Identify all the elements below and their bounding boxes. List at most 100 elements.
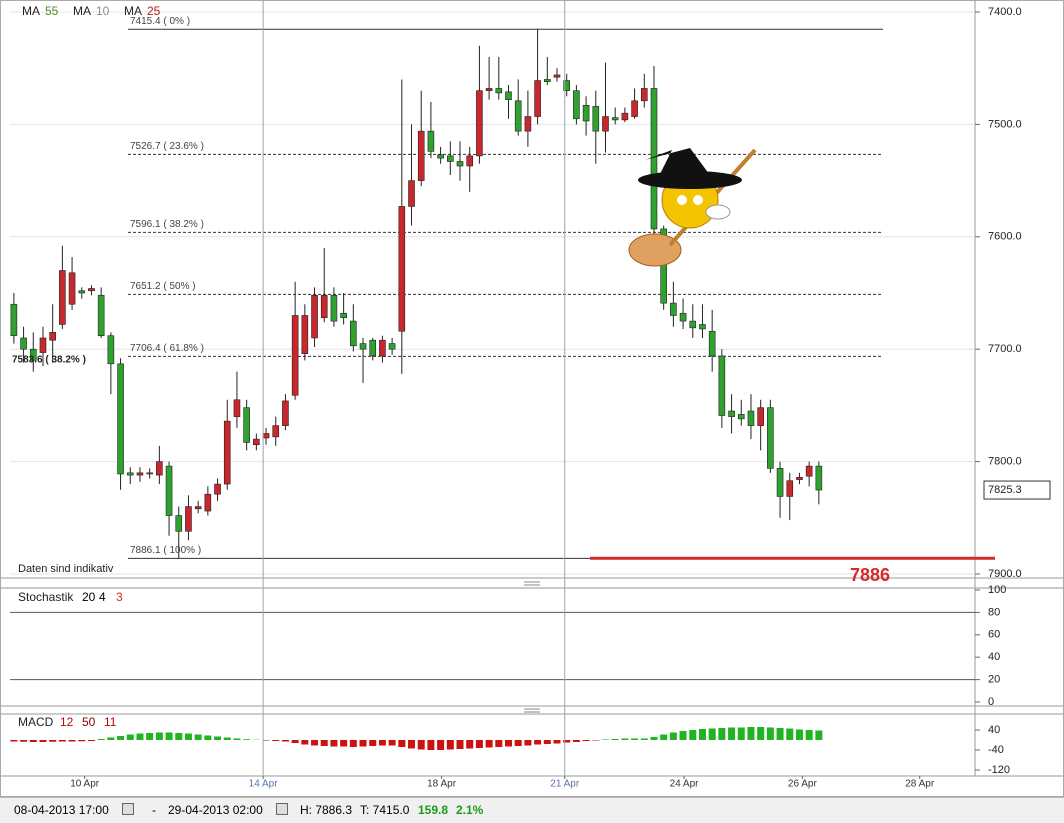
high: H: 7886.3 — [300, 803, 352, 817]
x-tick-label: 24 Apr — [670, 779, 700, 790]
candle-body — [292, 315, 298, 395]
candle-body — [59, 271, 65, 325]
histogram-bar — [437, 740, 444, 750]
candle-body — [535, 81, 541, 117]
candle-body — [486, 88, 492, 90]
y-tick-label: 7600.0 — [988, 231, 1022, 243]
histogram-bar — [117, 736, 124, 740]
y-tick-label: 7900.0 — [988, 568, 1022, 580]
panel-param: 4 — [99, 590, 106, 604]
histogram-bar — [660, 735, 667, 741]
histogram-bar — [292, 740, 299, 743]
candle-body — [525, 117, 531, 132]
panel-title: MACD — [18, 715, 54, 729]
frame — [1, 1, 1064, 797]
calendar-button[interactable] — [122, 803, 134, 815]
candle-body — [418, 131, 424, 180]
histogram-bar — [680, 731, 687, 740]
histogram-bar — [641, 739, 648, 741]
y-tick-label: 80 — [988, 606, 1000, 618]
histogram-bar — [447, 740, 454, 750]
histogram-bar — [233, 739, 240, 741]
x-tick-label: 14 Apr — [249, 779, 279, 790]
panel-title: Stochastik — [18, 590, 74, 604]
candle-body — [670, 303, 676, 315]
histogram-bar — [224, 738, 231, 741]
candle-body — [185, 507, 191, 532]
histogram-bar — [20, 740, 27, 742]
fib-label: 7886.1 ( 100% ) — [130, 545, 201, 556]
histogram-bar — [786, 729, 793, 741]
candle-body — [360, 344, 366, 350]
histogram-bar — [379, 740, 386, 746]
histogram-bar — [156, 733, 163, 741]
candle-body — [166, 466, 172, 515]
histogram-bar — [427, 740, 434, 750]
histogram-bar — [738, 728, 745, 741]
histogram-bar — [408, 740, 415, 749]
candle-body — [273, 426, 279, 437]
candle-body — [641, 88, 647, 100]
calendar-button[interactable] — [276, 803, 288, 815]
candle-body — [234, 400, 240, 417]
histogram-bar — [699, 729, 706, 740]
fib-label: 7596.1 ( 38.2% ) — [130, 219, 204, 230]
candle-body — [370, 340, 376, 356]
candle-body — [447, 156, 453, 162]
candle-body — [176, 516, 182, 532]
y-tick-label: -120 — [988, 764, 1010, 776]
histogram-bar — [553, 740, 560, 744]
histogram-bar — [214, 737, 221, 741]
histogram-bar — [398, 740, 405, 747]
candle-body — [632, 101, 638, 117]
x-tick-label: 10 Apr — [70, 779, 100, 790]
histogram-bar — [340, 740, 347, 747]
histogram-bar — [815, 731, 822, 741]
status-bar: 08-04-2013 17:00 - 29-04-2013 02:00 H: 7… — [0, 797, 1064, 823]
candle-body — [399, 206, 405, 331]
target-label: 7886 — [850, 565, 890, 585]
candle-body — [544, 79, 550, 81]
side-label: 7583.6 ( 38.2% ) — [12, 355, 86, 366]
histogram-bar — [728, 728, 735, 741]
histogram-bar — [360, 740, 367, 747]
histogram-bar — [457, 740, 464, 749]
candle-body — [816, 466, 822, 490]
fib-label: 7526.7 ( 23.6% ) — [130, 141, 204, 152]
y-tick-label: 60 — [988, 629, 1000, 641]
candle-body — [263, 434, 269, 438]
candle-body — [593, 106, 599, 131]
candle-body — [457, 161, 463, 165]
histogram-bar — [369, 740, 376, 746]
panel-param: 3 — [116, 590, 123, 604]
candle-body — [350, 321, 356, 346]
change-pct: 2.1% — [456, 803, 483, 817]
histogram-bar — [583, 740, 590, 741]
histogram-bar — [78, 740, 85, 741]
histogram-bar — [330, 740, 337, 747]
candle-body — [438, 155, 444, 158]
candle-body — [719, 356, 725, 416]
y-tick-label: 0 — [988, 696, 994, 708]
fib-label: 7706.4 ( 61.8% ) — [130, 343, 204, 354]
y-tick-label: 100 — [988, 584, 1006, 596]
histogram-bar — [505, 740, 512, 747]
y-tick-label: 40 — [988, 651, 1000, 663]
y-tick-label: 7700.0 — [988, 343, 1022, 355]
candle-body — [205, 494, 211, 511]
histogram-bar — [534, 740, 541, 745]
histogram-bar — [195, 735, 202, 741]
candle-body — [467, 156, 473, 166]
panel-param: 12 — [60, 715, 74, 729]
histogram-bar — [272, 740, 279, 741]
histogram-bar — [59, 740, 66, 742]
candle-body — [137, 473, 143, 475]
candle-body — [515, 101, 521, 131]
candle-body — [156, 462, 162, 475]
histogram-bar — [544, 740, 551, 744]
candle-body — [108, 336, 114, 364]
legend-name: MA — [22, 4, 40, 18]
candle-body — [506, 92, 512, 100]
histogram-bar — [30, 740, 37, 742]
histogram-bar — [69, 740, 76, 742]
